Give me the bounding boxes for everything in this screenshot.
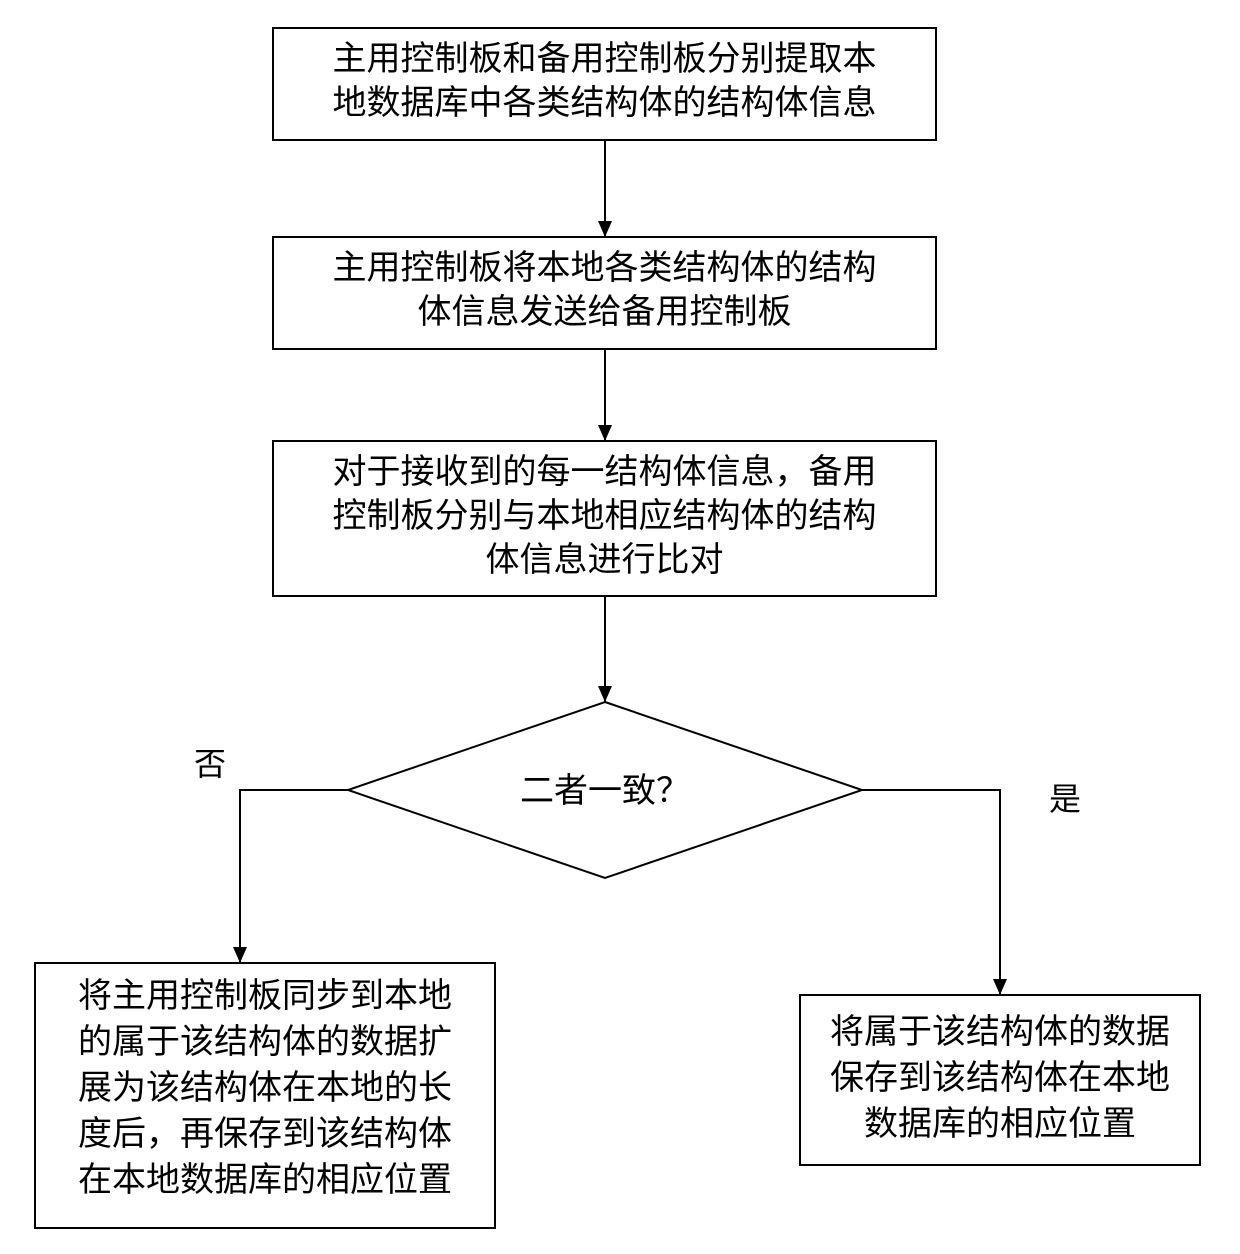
no-branch-box: 将主用控制板同步到本地的属于该结构体的数据扩展为该结构体在本地的长度后，再保存到… [35, 963, 495, 1228]
yes-branch-box-text-line-3: 数据库的相应位置 [864, 1105, 1136, 1143]
branch-label-no: 否 [194, 746, 226, 782]
yes-branch-box: 将属于该结构体的数据保存到该结构体在本地数据库的相应位置 [800, 995, 1200, 1165]
step-1-box: 主用控制板和备用控制板分别提取本地数据库中各类结构体的结构体信息 [273, 28, 936, 140]
step-2-box-text-line-2: 体信息发送给备用控制板 [418, 293, 792, 331]
no-branch-box-text-line-2: 的属于该结构体的数据扩 [78, 1023, 452, 1061]
yes-branch-box-text-line-1: 将属于该结构体的数据 [830, 1013, 1170, 1051]
arrow-decision-no [240, 790, 348, 963]
step-2-box-text-line-1: 主用控制板将本地各类结构体的结构 [333, 249, 877, 287]
yes-branch-box-text-line-2: 保存到该结构体在本地 [830, 1059, 1170, 1097]
arrow-decision-yes [862, 790, 1000, 995]
no-branch-box-text-line-3: 展为该结构体在本地的长 [78, 1069, 452, 1107]
step-3-box: 对于接收到的每一结构体信息，备用控制板分别与本地相应结构体的结构体信息进行比对 [273, 441, 936, 596]
flowchart-svg: 主用控制板和备用控制板分别提取本地数据库中各类结构体的结构体信息主用控制板将本地… [0, 0, 1240, 1254]
decision-diamond: 二者一致？ [348, 702, 862, 878]
no-branch-box-text-line-1: 将主用控制板同步到本地 [78, 977, 452, 1015]
step-3-box-text-line-1: 对于接收到的每一结构体信息，备用 [333, 453, 877, 491]
decision-label: 二者一致？ [520, 772, 690, 810]
no-branch-box-text-line-5: 在本地数据库的相应位置 [78, 1161, 452, 1199]
branch-label-yes: 是 [1049, 781, 1081, 817]
step-3-box-text-line-3: 体信息进行比对 [486, 541, 724, 579]
step-3-box-text-line-2: 控制板分别与本地相应结构体的结构 [333, 497, 877, 535]
no-branch-box-text-line-4: 度后，再保存到该结构体 [78, 1115, 452, 1153]
step-1-box-text-line-2: 地数据库中各类结构体的结构体信息 [333, 84, 877, 122]
step-1-box-text-line-1: 主用控制板和备用控制板分别提取本 [333, 40, 877, 78]
step-2-box: 主用控制板将本地各类结构体的结构体信息发送给备用控制板 [273, 237, 936, 349]
